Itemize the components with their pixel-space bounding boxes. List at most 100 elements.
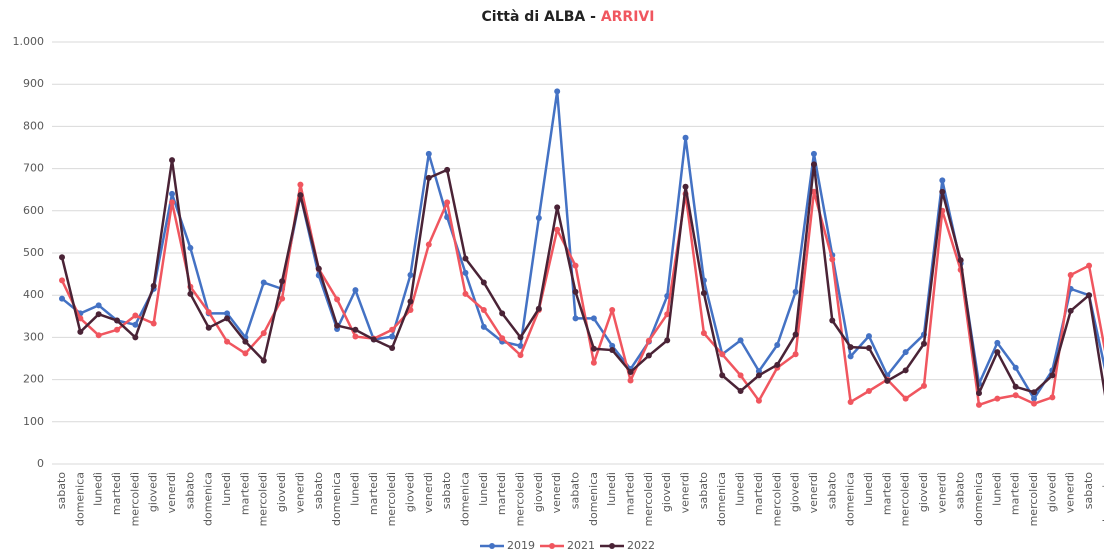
data-point xyxy=(169,199,176,206)
data-point xyxy=(865,333,872,340)
data-point xyxy=(425,150,432,157)
data-point xyxy=(1067,307,1074,314)
data-point xyxy=(297,181,304,188)
data-point xyxy=(609,306,616,313)
data-point xyxy=(389,344,396,351)
data-point xyxy=(407,298,414,305)
data-point xyxy=(774,341,781,348)
data-point xyxy=(150,320,157,327)
data-point xyxy=(939,177,946,184)
y-tick-label: 800 xyxy=(23,119,44,132)
x-tick-label: sabato xyxy=(183,472,196,510)
data-point xyxy=(205,324,212,331)
data-point xyxy=(1067,271,1074,278)
data-point xyxy=(810,188,817,195)
x-tick-label: lunedì xyxy=(477,472,490,506)
x-tick-label: martedì xyxy=(110,472,123,515)
data-point xyxy=(462,269,469,276)
data-point xyxy=(499,335,506,342)
data-point xyxy=(59,277,65,284)
x-tick-label: mercoledì xyxy=(899,472,912,526)
data-point xyxy=(480,279,487,286)
data-point xyxy=(150,282,157,289)
y-tick-label: 200 xyxy=(23,373,44,386)
data-point xyxy=(260,279,267,286)
data-point xyxy=(95,332,102,339)
x-tick-label: lunedì xyxy=(862,472,875,506)
y-tick-label: 600 xyxy=(23,204,44,217)
legend-label: 2021 xyxy=(567,539,595,552)
data-point xyxy=(499,310,506,317)
legend-label: 2022 xyxy=(627,539,655,552)
data-point xyxy=(554,88,561,95)
data-point xyxy=(590,345,597,352)
y-tick-label: 300 xyxy=(23,330,44,343)
data-point xyxy=(1031,389,1038,396)
x-tick-label: venerdì xyxy=(935,472,948,513)
x-tick-label: martedì xyxy=(624,472,637,515)
data-point xyxy=(517,352,524,359)
x-tick-label: mercoledì xyxy=(514,472,527,526)
data-point xyxy=(77,328,84,335)
data-point xyxy=(389,333,396,340)
data-point xyxy=(517,342,524,349)
x-tick-label: martedì xyxy=(238,472,251,515)
x-tick-label: mercoledì xyxy=(642,472,655,526)
data-point xyxy=(755,368,762,375)
x-tick-label: sabato xyxy=(1082,472,1095,510)
data-point xyxy=(590,359,597,366)
x-tick-label: sabato xyxy=(697,472,710,510)
y-tick-label: 700 xyxy=(23,162,44,175)
x-tick-label: domenica xyxy=(587,472,600,526)
data-point xyxy=(829,317,836,324)
data-point xyxy=(792,288,799,295)
data-point xyxy=(792,331,799,338)
data-point xyxy=(1049,394,1056,401)
data-point xyxy=(132,321,139,328)
data-point xyxy=(334,322,341,329)
x-tick-label: martedì xyxy=(880,472,893,515)
legend-marker xyxy=(549,543,555,549)
data-point xyxy=(627,377,634,384)
data-point xyxy=(462,290,469,297)
data-point xyxy=(755,372,762,379)
data-point xyxy=(352,326,359,333)
x-tick-label: sabato xyxy=(312,472,325,510)
data-point xyxy=(297,192,304,199)
x-tick-label: lunedì xyxy=(605,472,618,506)
x-tick-label: domenica xyxy=(458,472,471,526)
data-point xyxy=(590,315,597,322)
data-point xyxy=(95,311,102,318)
title-main: Città di ALBA - xyxy=(482,9,597,25)
data-point xyxy=(755,397,762,404)
x-tick-label: mercoledì xyxy=(385,472,398,526)
data-point xyxy=(902,349,909,356)
data-point xyxy=(1012,364,1019,371)
data-point xyxy=(279,295,286,302)
title-highlight: ARRIVI xyxy=(601,9,655,25)
x-tick-label: mercoledì xyxy=(1027,472,1040,526)
data-point xyxy=(920,340,927,347)
chart-title: Città di ALBA - ARRIVI xyxy=(482,9,655,25)
data-point xyxy=(425,241,432,248)
data-point xyxy=(994,339,1001,346)
data-point xyxy=(1086,292,1093,299)
data-point xyxy=(205,309,212,316)
data-point xyxy=(1086,262,1093,269)
data-point xyxy=(902,367,909,374)
y-tick-label: 400 xyxy=(23,288,44,301)
x-tick-label: domenica xyxy=(330,472,343,526)
data-point xyxy=(389,326,396,333)
data-point xyxy=(95,302,102,309)
x-tick-label: venerdì xyxy=(165,472,178,513)
data-point xyxy=(865,387,872,394)
data-point xyxy=(737,372,744,379)
x-tick-label: mercoledì xyxy=(770,472,783,526)
x-tick-label: giovedì xyxy=(660,472,673,512)
data-point xyxy=(352,333,359,340)
x-tick-label: giovedì xyxy=(789,472,802,512)
x-tick-label: martedì xyxy=(1009,472,1022,515)
data-point xyxy=(847,344,854,351)
data-point xyxy=(535,214,542,221)
data-point xyxy=(994,349,1001,356)
